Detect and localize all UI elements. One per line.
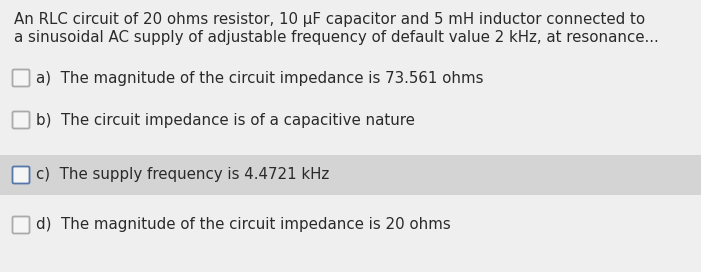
Text: c)  The supply frequency is 4.4721 kHz: c) The supply frequency is 4.4721 kHz <box>36 168 329 183</box>
FancyBboxPatch shape <box>13 70 29 86</box>
Text: d)  The magnitude of the circuit impedance is 20 ohms: d) The magnitude of the circuit impedanc… <box>36 218 451 233</box>
Bar <box>0 155 701 195</box>
Text: b)  The circuit impedance is of a capacitive nature: b) The circuit impedance is of a capacit… <box>36 113 415 128</box>
FancyBboxPatch shape <box>13 217 29 233</box>
FancyBboxPatch shape <box>13 112 29 128</box>
Text: a sinusoidal AC supply of adjustable frequency of default value 2 kHz, at resona: a sinusoidal AC supply of adjustable fre… <box>14 30 659 45</box>
Text: a)  The magnitude of the circuit impedance is 73.561 ohms: a) The magnitude of the circuit impedanc… <box>36 70 484 85</box>
FancyBboxPatch shape <box>13 166 29 184</box>
Text: An RLC circuit of 20 ohms resistor, 10 μF capacitor and 5 mH inductor connected : An RLC circuit of 20 ohms resistor, 10 μ… <box>14 12 645 27</box>
